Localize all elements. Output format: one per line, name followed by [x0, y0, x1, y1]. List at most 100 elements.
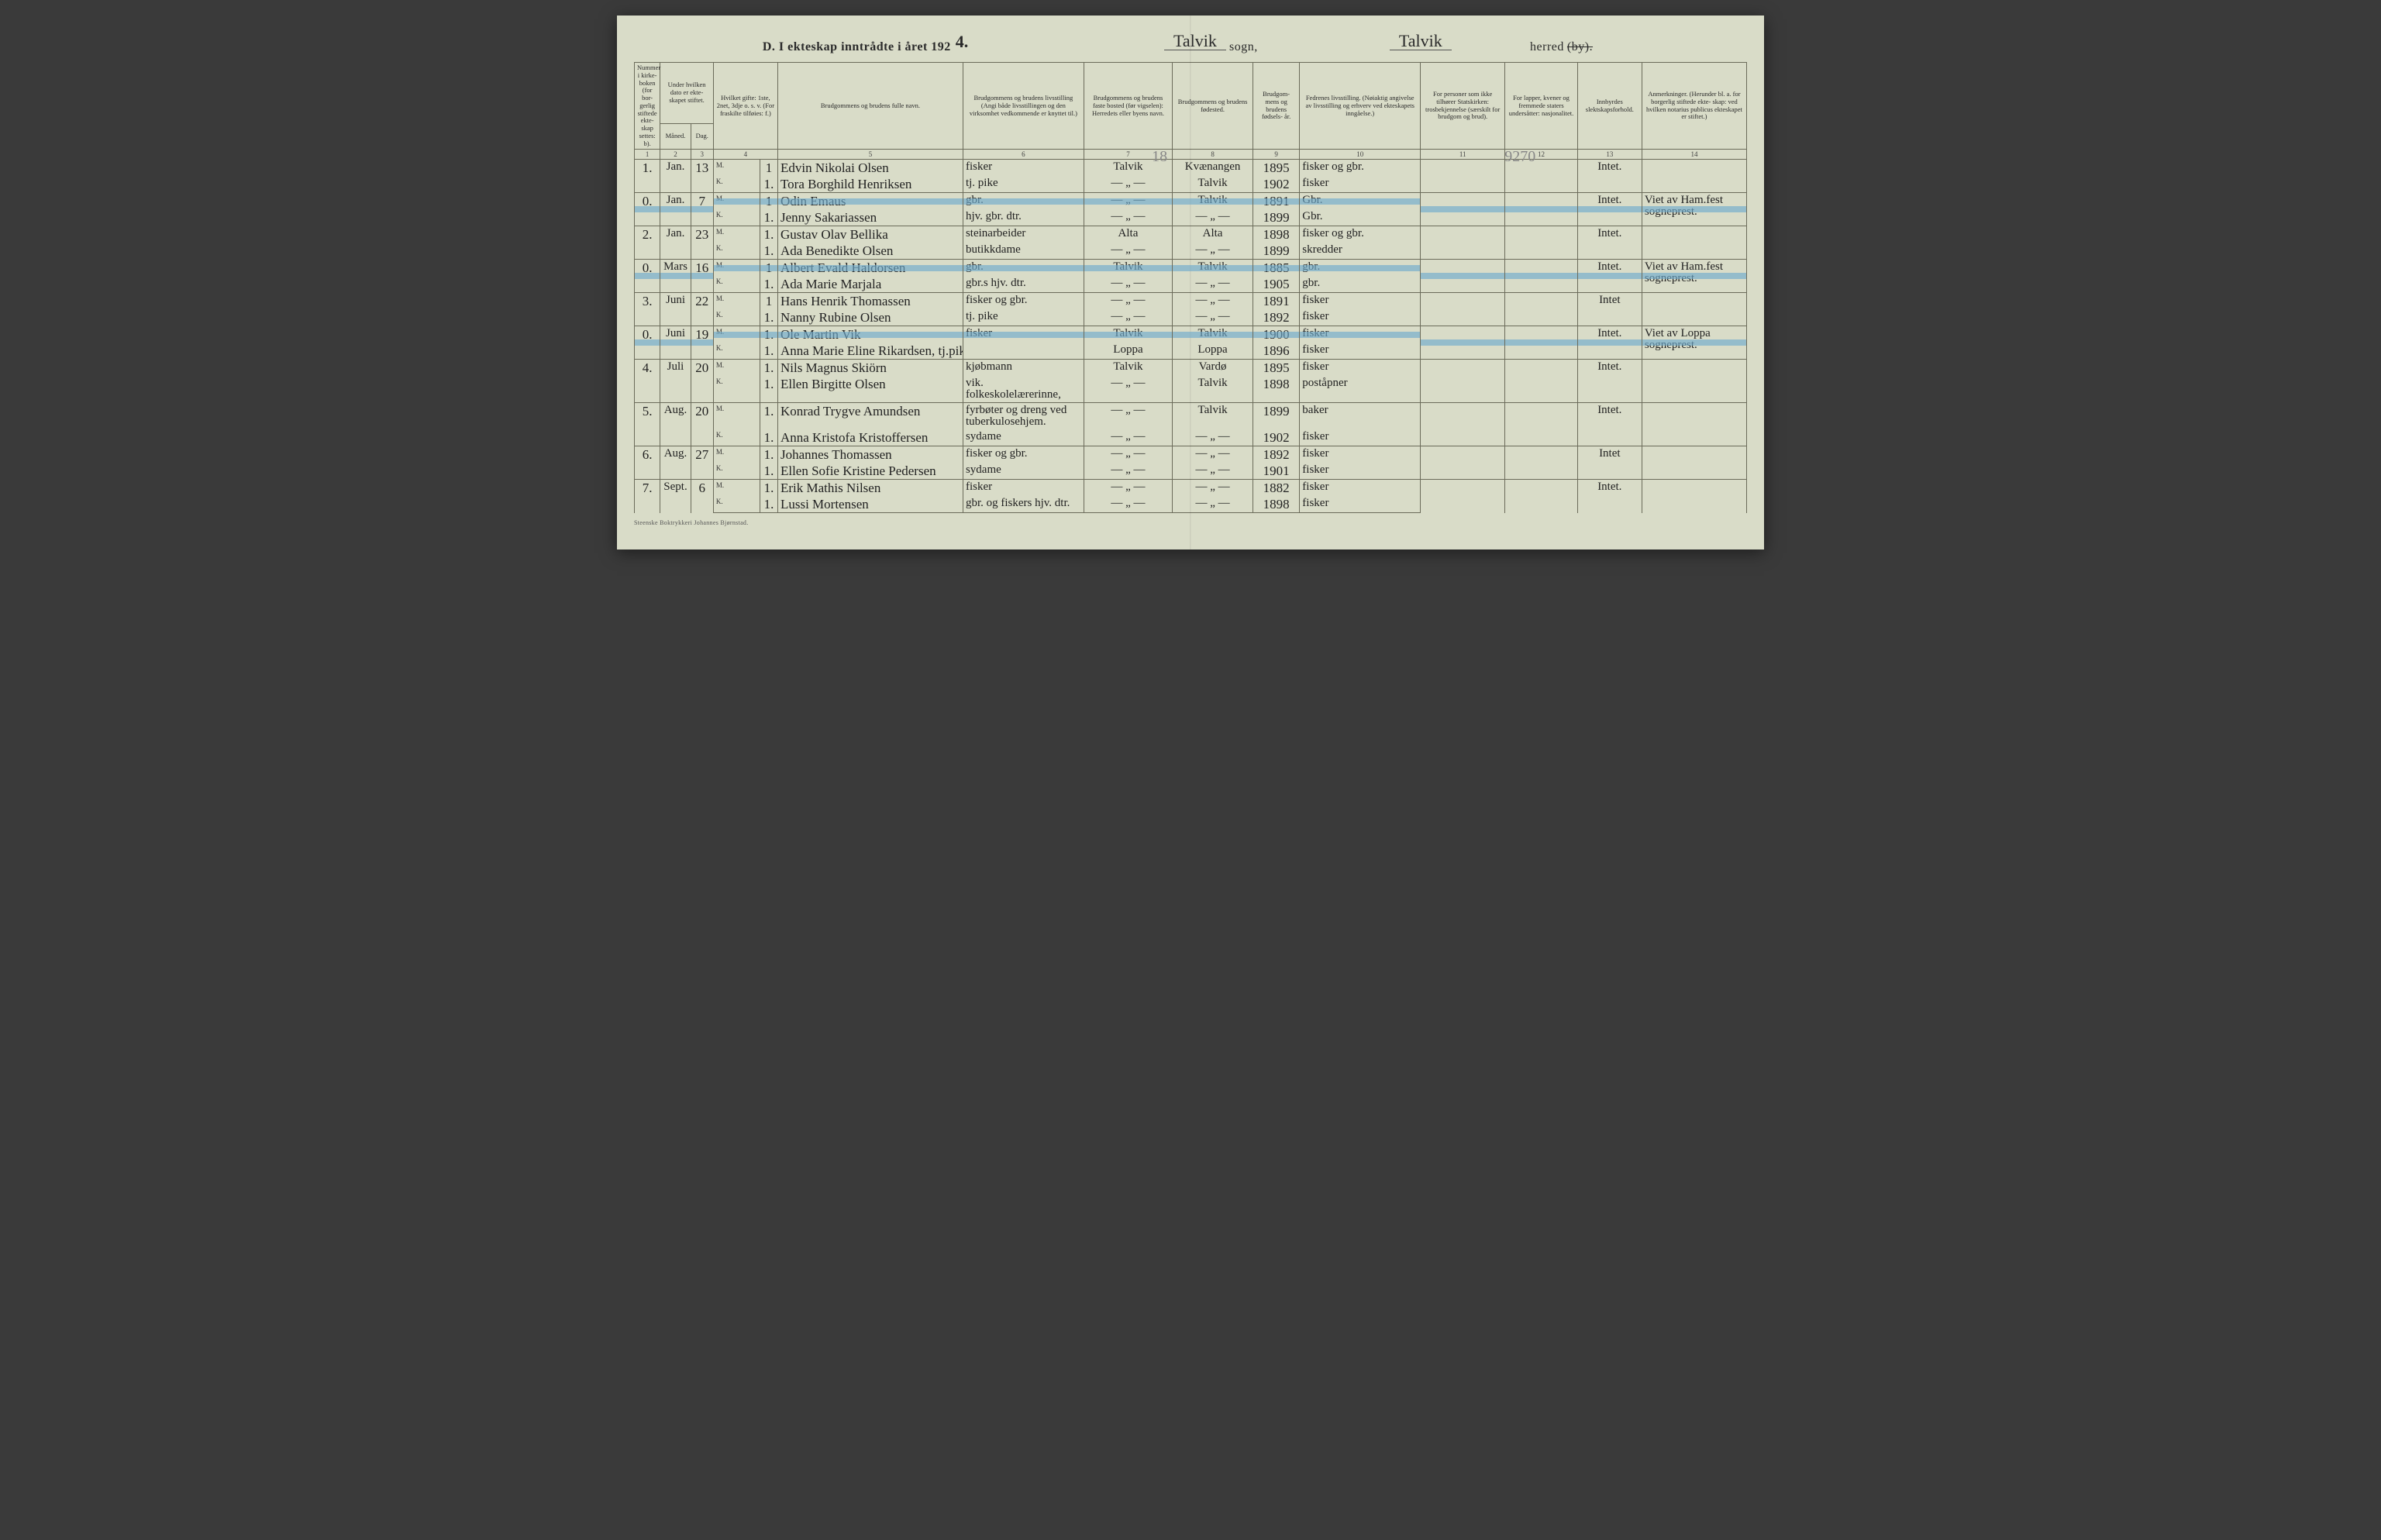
- coln-11: 119270: [1421, 150, 1505, 160]
- birthpl-groom: — „ —: [1173, 480, 1253, 497]
- entry-day: 7: [691, 193, 713, 226]
- mk-groom: M.: [713, 446, 760, 463]
- mk-groom: M.: [713, 293, 760, 310]
- c11: [1421, 403, 1505, 446]
- year-bride: 1892: [1253, 309, 1300, 326]
- gifte-groom: 1.: [760, 360, 778, 377]
- hdr-c12: For lapper, kvener og fremmede staters u…: [1505, 63, 1578, 150]
- mk-groom: M.: [713, 226, 760, 243]
- birthpl-bride: — „ —: [1173, 429, 1253, 446]
- father-groom: gbr.: [1300, 260, 1421, 277]
- birthpl-bride: — „ —: [1173, 209, 1253, 226]
- gifte-bride: 1.: [760, 463, 778, 480]
- title-year-suffix: 4.: [951, 33, 973, 50]
- gifte-bride: 1.: [760, 343, 778, 360]
- occ-groom: fisker: [963, 160, 1084, 177]
- mk-groom: M.: [713, 260, 760, 277]
- res-bride: — „ —: [1084, 209, 1172, 226]
- entry-day: 20: [691, 360, 713, 403]
- res-groom: Alta: [1084, 226, 1172, 243]
- c13: Intet.: [1577, 360, 1642, 403]
- entry-day: 23: [691, 226, 713, 260]
- coln-14: 14: [1642, 150, 1746, 160]
- father-groom: fisker og gbr.: [1300, 160, 1421, 177]
- c12: [1505, 226, 1578, 260]
- res-groom: — „ —: [1084, 480, 1172, 497]
- father-bride: fisker: [1300, 463, 1421, 480]
- father-groom: fisker: [1300, 293, 1421, 310]
- birthpl-groom: Alta: [1173, 226, 1253, 243]
- entry-month: Jan.: [660, 226, 691, 260]
- year-groom: 1895: [1253, 360, 1300, 377]
- name-groom: Albert Evald Haldorsen: [777, 260, 963, 277]
- entry-day: 19: [691, 326, 713, 360]
- father-groom: fisker og gbr.: [1300, 226, 1421, 243]
- c12: [1505, 403, 1578, 446]
- occ-bride: butikkdame: [963, 243, 1084, 260]
- name-bride: Tora Borghild Henriksen: [777, 176, 963, 193]
- birthpl-bride: — „ —: [1173, 463, 1253, 480]
- name-groom: Johannes Thomassen: [777, 446, 963, 463]
- res-bride: — „ —: [1084, 463, 1172, 480]
- hdr-c14: Anmerkninger. (Herunder bl. a. for borge…: [1642, 63, 1746, 150]
- gifte-bride: 1.: [760, 243, 778, 260]
- hdr-c10: Fedrenes livsstilling. (Nøiaktig angivel…: [1300, 63, 1421, 150]
- birthpl-groom: Talvik: [1173, 326, 1253, 343]
- occ-bride: tj. pike: [963, 176, 1084, 193]
- father-groom: baker: [1300, 403, 1421, 430]
- entry-day: 22: [691, 293, 713, 326]
- mk-groom: M.: [713, 360, 760, 377]
- year-bride: 1901: [1253, 463, 1300, 480]
- year-groom: 1898: [1253, 226, 1300, 243]
- father-groom: fisker: [1300, 480, 1421, 497]
- occ-bride: sydame: [963, 429, 1084, 446]
- year-bride: 1899: [1253, 243, 1300, 260]
- c14: [1642, 403, 1746, 446]
- hdr-c7: Brudgommens og brudens faste bosted (før…: [1084, 63, 1172, 150]
- c13: Intet.: [1577, 403, 1642, 446]
- entry-month: Mars: [660, 260, 691, 293]
- birthpl-groom: Talvik: [1173, 260, 1253, 277]
- birthpl-bride: — „ —: [1173, 276, 1253, 293]
- coln-1: 1: [635, 150, 660, 160]
- birthpl-bride: Talvik: [1173, 176, 1253, 193]
- mk-groom: M.: [713, 160, 760, 177]
- c14: [1642, 160, 1746, 193]
- hdr-c5: Brudgommens og brudens fulle navn.: [777, 63, 963, 150]
- entry-month: Aug.: [660, 403, 691, 446]
- birthpl-bride: Loppa: [1173, 343, 1253, 360]
- hdr-c4: Hvilket gifte: 1ste, 2net, 3dje o. s. v.…: [713, 63, 777, 150]
- father-bride: fisker: [1300, 309, 1421, 326]
- year-groom: 1891: [1253, 293, 1300, 310]
- entry-num: 1.: [635, 160, 660, 193]
- entry-month: Aug.: [660, 446, 691, 480]
- year-bride: 1899: [1253, 209, 1300, 226]
- occ-groom: fisker og gbr.: [963, 446, 1084, 463]
- herred-value: Talvik: [1390, 33, 1452, 50]
- sogn-label: sogn,: [1229, 40, 1258, 53]
- c14: [1642, 360, 1746, 403]
- gifte-groom: 1: [760, 260, 778, 277]
- hdr-c13: Innbyrdes slektskapsforhold.: [1577, 63, 1642, 150]
- entry-row-groom: 0.Mars16M.1Albert Evald Haldorsengbr.Tal…: [635, 260, 1747, 277]
- coln-2: 2: [660, 150, 691, 160]
- res-groom: Talvik: [1084, 260, 1172, 277]
- res-groom: — „ —: [1084, 446, 1172, 463]
- entry-row-groom: 0.Jan.7M.1Odin Emausgbr.— „ —Talvik1891G…: [635, 193, 1747, 210]
- year-groom: 1882: [1253, 480, 1300, 497]
- c11: [1421, 480, 1505, 513]
- coln-13: 13: [1577, 150, 1642, 160]
- c14: [1642, 480, 1746, 513]
- year-groom: 1885: [1253, 260, 1300, 277]
- birthpl-groom: Vardø: [1173, 360, 1253, 377]
- c12: [1505, 480, 1578, 513]
- c11: [1421, 160, 1505, 193]
- gifte-bride: 1.: [760, 209, 778, 226]
- res-groom: — „ —: [1084, 293, 1172, 310]
- gifte-bride: 1.: [760, 309, 778, 326]
- mk-bride: K.: [713, 176, 760, 193]
- entry-day: 27: [691, 446, 713, 480]
- father-groom: fisker: [1300, 360, 1421, 377]
- name-groom: Odin Emaus: [777, 193, 963, 210]
- year-bride: 1902: [1253, 176, 1300, 193]
